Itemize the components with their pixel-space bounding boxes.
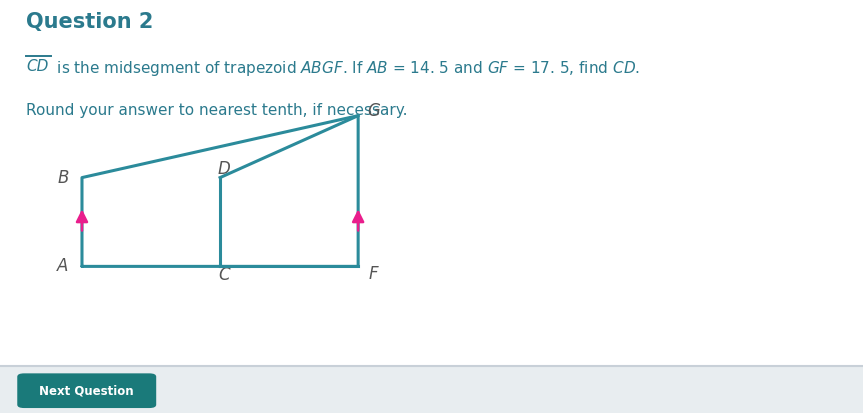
Text: C: C <box>218 266 230 285</box>
Text: Question 2: Question 2 <box>26 12 154 32</box>
Text: G: G <box>367 102 380 120</box>
Text: A: A <box>57 257 69 275</box>
FancyBboxPatch shape <box>17 373 156 408</box>
Bar <box>0 366 863 413</box>
Text: B: B <box>57 169 69 187</box>
Text: is the midsegment of trapezoid $\mathit{ABGF}$. If $\mathit{AB}$ = 14. 5 and $\m: is the midsegment of trapezoid $\mathit{… <box>52 59 639 78</box>
Text: Next Question: Next Question <box>39 384 134 397</box>
Text: D: D <box>218 159 230 178</box>
Text: CD: CD <box>26 59 48 74</box>
Text: F: F <box>369 265 378 283</box>
Text: Round your answer to nearest tenth, if necessary.: Round your answer to nearest tenth, if n… <box>26 103 407 118</box>
